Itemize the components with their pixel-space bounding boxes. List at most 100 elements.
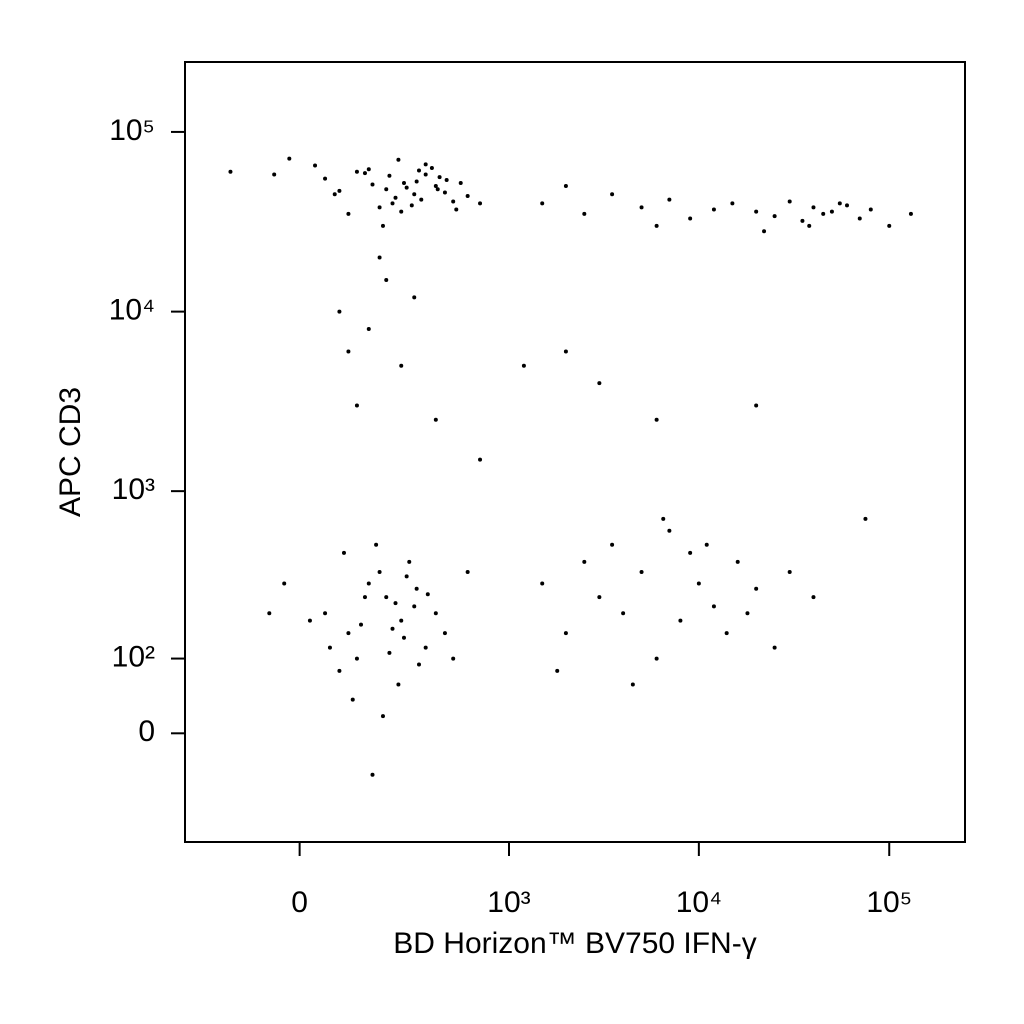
point [377, 205, 382, 210]
point [639, 569, 644, 574]
point [384, 595, 389, 600]
point [409, 203, 414, 208]
point [346, 349, 351, 354]
point [412, 295, 417, 300]
point [478, 201, 483, 206]
point [272, 172, 277, 177]
point [433, 417, 438, 422]
y-axis-title: APC CD3 [54, 387, 87, 517]
point [711, 604, 716, 609]
point [735, 559, 740, 564]
point [390, 201, 395, 206]
y-tick-label: 10⁴ [109, 294, 155, 327]
point [444, 178, 449, 183]
point [621, 611, 626, 616]
point [667, 197, 672, 202]
y-tick-label: 10⁵ [109, 114, 155, 147]
point [696, 581, 701, 586]
point [465, 569, 470, 574]
x-tick-label: 10⁵ [866, 886, 912, 919]
point [563, 631, 568, 636]
point [730, 201, 735, 206]
x-tick-label: 10⁴ [676, 886, 722, 919]
point [387, 650, 392, 655]
point [563, 349, 568, 354]
point [555, 668, 560, 673]
point [377, 569, 382, 574]
point [346, 211, 351, 216]
point [404, 574, 409, 579]
point [341, 550, 346, 555]
point [412, 604, 417, 609]
x-tick-label: 0 [291, 886, 308, 919]
point [384, 277, 389, 282]
point [845, 203, 850, 208]
point [282, 581, 287, 586]
point [745, 611, 750, 616]
point [380, 714, 385, 719]
point [754, 403, 759, 408]
point [414, 586, 419, 591]
point [639, 205, 644, 210]
point [337, 309, 342, 314]
y-tick-label: 10² [112, 640, 155, 673]
point [366, 327, 371, 332]
point [228, 169, 233, 174]
point [654, 223, 659, 228]
point [366, 581, 371, 586]
point [399, 363, 404, 368]
point [868, 207, 873, 212]
point [412, 192, 417, 197]
point [540, 581, 545, 586]
point [454, 207, 459, 212]
point [754, 209, 759, 214]
point [377, 255, 382, 260]
point [465, 193, 470, 198]
point [654, 656, 659, 661]
point [307, 618, 312, 623]
point [399, 209, 404, 214]
point [407, 559, 412, 564]
point [387, 173, 392, 178]
point [384, 187, 389, 192]
point [433, 184, 438, 189]
point [433, 611, 438, 616]
point [704, 542, 709, 547]
point [313, 163, 318, 168]
point [337, 668, 342, 673]
x-axis-title: BD Horizon™ BV750 IFN-γ [393, 927, 756, 960]
point [332, 192, 337, 197]
point [399, 618, 404, 623]
point [362, 595, 367, 600]
point [393, 601, 398, 606]
point [396, 157, 401, 162]
point [772, 645, 777, 650]
point [366, 167, 371, 172]
point [787, 199, 792, 204]
point [458, 180, 463, 185]
plot-frame [184, 61, 966, 843]
point [390, 626, 395, 631]
point [630, 682, 635, 687]
point [724, 631, 729, 636]
point [416, 662, 421, 667]
y-tick-label: 10³ [112, 473, 155, 506]
point [354, 403, 359, 408]
point [754, 586, 759, 591]
point [401, 635, 406, 640]
point [396, 682, 401, 687]
point [597, 595, 602, 600]
point [370, 772, 375, 777]
point [374, 542, 379, 547]
point [370, 182, 375, 187]
point [563, 184, 568, 189]
point [829, 209, 834, 214]
point [800, 218, 805, 223]
point [354, 656, 359, 661]
point [582, 559, 587, 564]
point [807, 223, 812, 228]
point [857, 216, 862, 221]
point [423, 645, 428, 650]
point [772, 214, 777, 219]
